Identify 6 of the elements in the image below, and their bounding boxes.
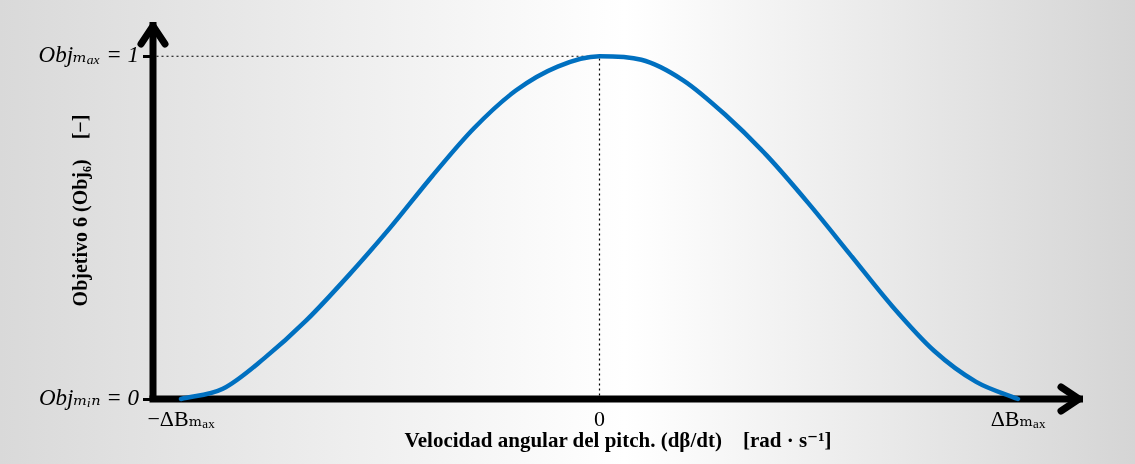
line-series xyxy=(178,54,1021,402)
y-tick-label: Objₘᵢₙ = 0 xyxy=(38,385,140,411)
x-tick-label: −ΔBₘₐₓ xyxy=(147,405,216,431)
x-tick-label: ΔBₘₐₓ xyxy=(990,405,1046,431)
y-axis-title: Objetivo 6 (Obj₆) [−] xyxy=(69,114,93,307)
y-tick-label: Objₘₐₓ = 1 xyxy=(38,42,139,68)
